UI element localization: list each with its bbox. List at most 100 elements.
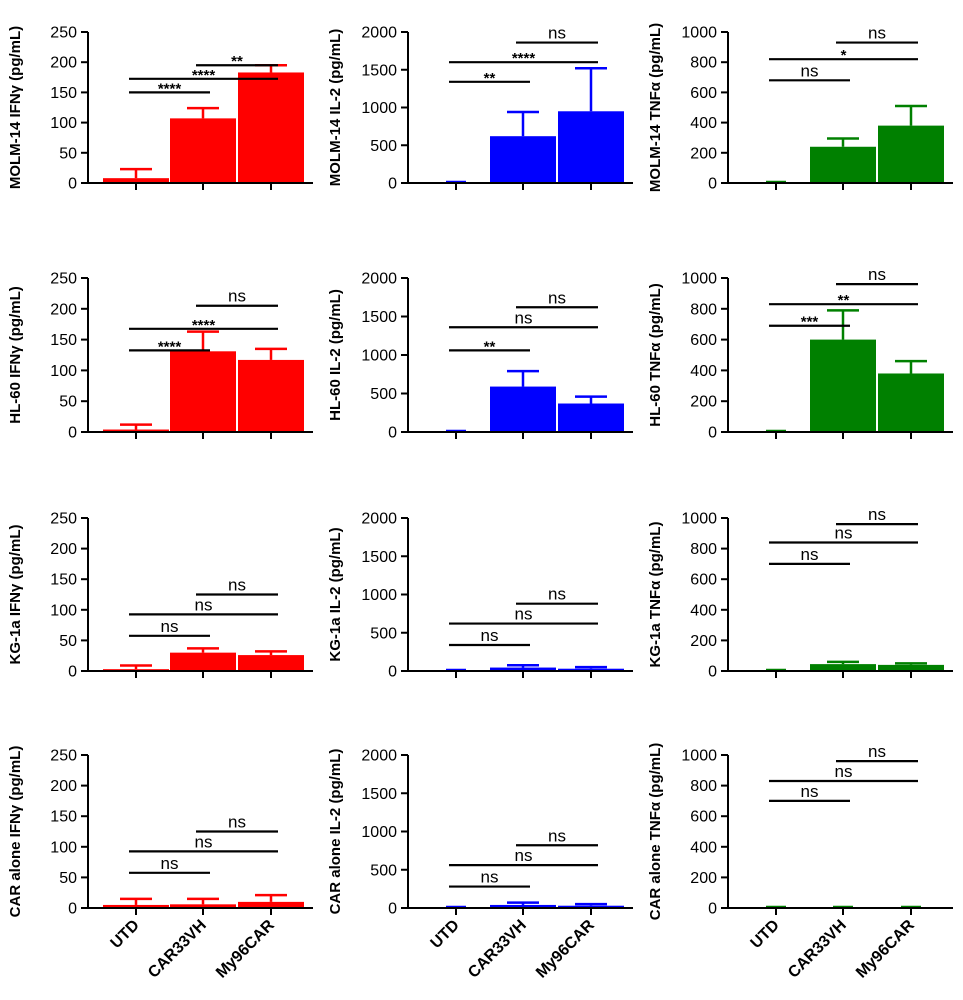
y-tick-label: 100: [50, 839, 77, 856]
y-tick-label: 0: [388, 176, 397, 193]
bar-my96car: [878, 664, 944, 671]
bar-car33vh: [810, 146, 876, 183]
y-tick-label: 0: [708, 176, 717, 193]
significance-label: ns: [515, 846, 533, 865]
y-axis-label: KG-1a IFNγ (pg/mL): [7, 524, 24, 664]
y-axis-label: KG-1a IL-2 (pg/mL): [327, 527, 344, 661]
significance-label: ***: [801, 314, 819, 331]
significance-label: ns: [228, 287, 246, 306]
x-category-label: CAR33VH: [145, 917, 210, 982]
bar-car33vh: [490, 136, 556, 183]
significance-label: ****: [192, 317, 216, 334]
y-axis-label: HL-60 IL-2 (pg/mL): [327, 289, 344, 421]
significance-label: ns: [548, 24, 566, 43]
significance-label: ns: [228, 576, 246, 595]
y-tick-label: 1000: [361, 348, 397, 365]
y-tick-label: 150: [50, 85, 77, 102]
bar-car33vh: [170, 652, 236, 671]
significance-label: ****: [192, 67, 216, 84]
y-tick-label: 200: [690, 633, 717, 650]
bar-my96car: [238, 655, 304, 671]
y-tick-label: 150: [50, 572, 77, 589]
y-tick-label: 800: [690, 301, 717, 318]
y-tick-label: 0: [68, 425, 77, 442]
significance-label: ****: [512, 50, 536, 67]
y-tick-label: 500: [370, 386, 397, 403]
significance-label: ns: [548, 585, 566, 604]
bar-car33vh: [490, 904, 556, 908]
significance-label: ns: [868, 742, 886, 761]
significance-label: ns: [868, 265, 886, 284]
significance-label: **: [484, 338, 496, 355]
y-tick-label: 200: [690, 145, 717, 162]
y-tick-label: 150: [50, 332, 77, 349]
y-tick-label: 500: [370, 625, 397, 642]
y-tick-label: 600: [690, 85, 717, 102]
y-axis-label: HL-60 IFNγ (pg/mL): [7, 286, 24, 424]
x-category-label: UTD: [428, 917, 463, 952]
y-tick-label: 200: [50, 301, 77, 318]
x-category-label: UTD: [108, 917, 143, 952]
panel-hl-60-tnf: HL-60 TNFα (pg/mL)02004006008001000*****…: [647, 265, 953, 442]
y-axis-label: CAR alone IFNγ (pg/mL): [7, 746, 24, 918]
y-tick-label: 200: [50, 778, 77, 795]
bar-car33vh: [490, 386, 556, 432]
x-category-label: CAR33VH: [465, 917, 530, 982]
y-tick-label: 0: [388, 901, 397, 918]
y-tick-label: 800: [690, 778, 717, 795]
y-tick-label: 1000: [681, 748, 717, 765]
y-tick-label: 50: [59, 870, 77, 887]
y-axis-label: MOLM-14 IFNγ (pg/mL): [7, 26, 24, 189]
y-tick-label: 200: [690, 870, 717, 887]
panel-kg-1a-tnf: KG-1a TNFα (pg/mL)02004006008001000nsnsn…: [647, 505, 953, 681]
y-tick-label: 800: [690, 541, 717, 558]
bar-car33vh: [170, 118, 236, 183]
y-tick-label: 400: [690, 115, 717, 132]
y-tick-label: 200: [50, 541, 77, 558]
y-tick-label: 1500: [361, 309, 397, 326]
y-axis-label: KG-1a TNFα (pg/mL): [647, 522, 664, 668]
y-tick-label: 500: [370, 138, 397, 155]
y-tick-label: 200: [690, 394, 717, 411]
y-tick-label: 250: [50, 511, 77, 528]
bar-my96car: [878, 125, 944, 183]
y-axis-label: HL-60 TNFα (pg/mL): [647, 283, 664, 426]
significance-label: ns: [835, 523, 853, 542]
y-tick-label: 50: [59, 633, 77, 650]
y-tick-label: 0: [708, 425, 717, 442]
y-tick-label: 200: [50, 55, 77, 72]
panel-car-alone-tnf: CAR alone TNFα (pg/mL) 0 200 400 600 800 1000 n…: [647, 742, 953, 982]
significance-label: ns: [801, 545, 819, 564]
y-tick-label: 400: [690, 363, 717, 380]
x-category-label: CAR33VH: [785, 917, 850, 982]
bar-my96car: [238, 72, 304, 183]
panel-car-alone-il-2: CAR alone IL-2 (pg/mL) 0 500 1000 1500 2000 ns…: [327, 748, 633, 982]
bar-my96car: [558, 403, 624, 432]
y-tick-label: 1000: [361, 587, 397, 604]
bar-utd: [103, 178, 169, 183]
bar-my96car: [558, 905, 624, 908]
panel-hl-60-ifn: HL-60 IFNγ (pg/mL) 0 50 100 150 200 250 **** ***…: [7, 271, 313, 442]
y-tick-label: 600: [690, 572, 717, 589]
panel-car-alone-ifn: CAR alone IFNγ (pg/mL) 050100150200250nsn…: [7, 746, 313, 982]
y-tick-label: 2000: [361, 748, 397, 765]
bar-utd: [103, 904, 169, 908]
y-tick-label: 0: [388, 664, 397, 681]
significance-label: ns: [481, 868, 499, 887]
y-tick-label: 2000: [361, 25, 397, 42]
significance-label: **: [231, 53, 243, 70]
y-tick-label: 800: [690, 55, 717, 72]
bar-utd: [103, 429, 169, 432]
significance-label: ns: [161, 854, 179, 873]
significance-label: ns: [548, 288, 566, 307]
y-tick-label: 1000: [681, 25, 717, 42]
panel-molm-14-il-2: MOLM-14 IL-2 (pg/mL) 0500100015002000****…: [327, 24, 633, 193]
y-axis-label: CAR alone IL-2 (pg/mL): [327, 749, 344, 915]
y-tick-label: 250: [50, 271, 77, 288]
y-tick-label: 1500: [361, 786, 397, 803]
bar-my96car: [878, 373, 944, 432]
y-tick-label: 100: [50, 115, 77, 132]
